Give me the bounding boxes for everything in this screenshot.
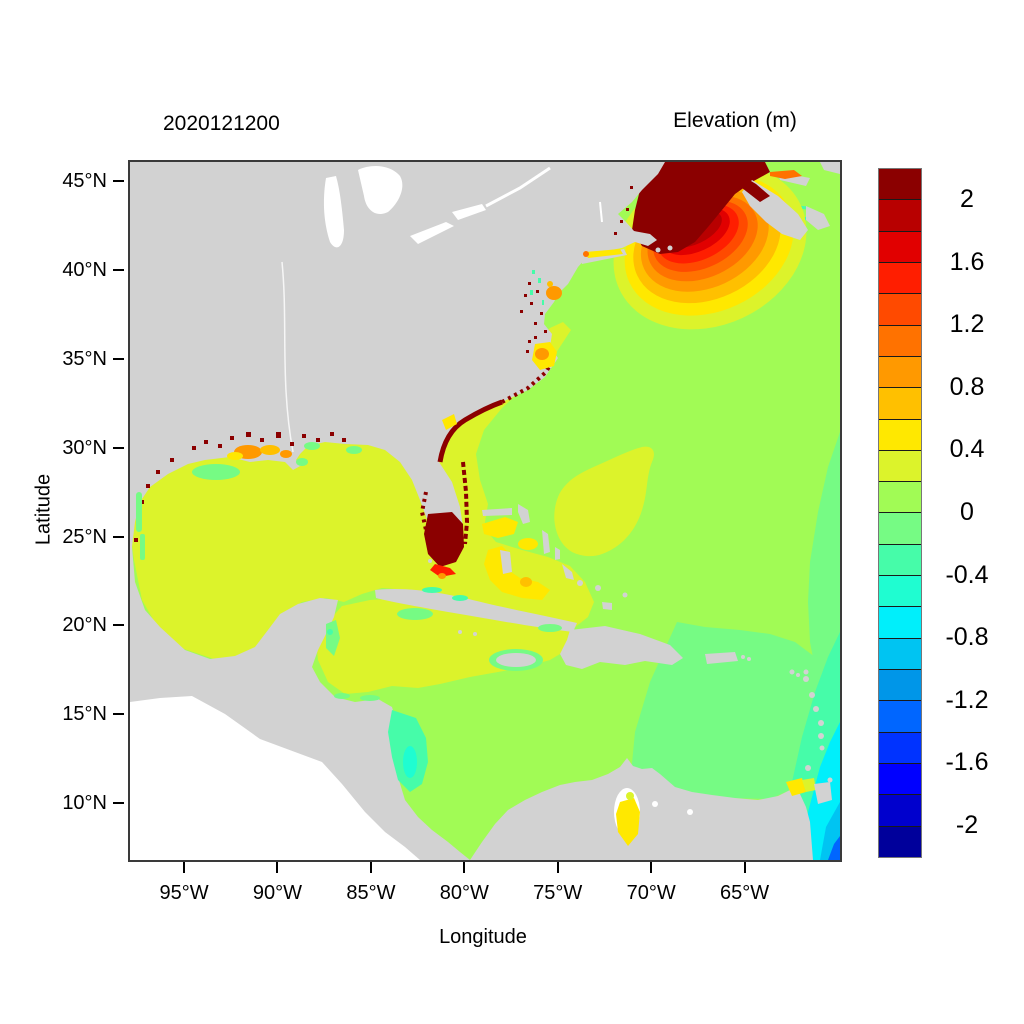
colorbar-cell — [879, 731, 921, 763]
map-feature-southeast-coast-flooding — [437, 357, 556, 463]
colorbar-tick-label: 0.8 — [949, 372, 985, 401]
colorbar-cell — [879, 825, 921, 857]
y-tick-mark — [113, 446, 124, 449]
map-feature-gulf-of-maine-core — [632, 162, 770, 254]
x-tick-mark — [743, 862, 746, 873]
map-feature-chesapeake-delaware — [520, 270, 562, 333]
x-tick-label: 90°W — [252, 882, 303, 904]
colorbar-tick-label: -1.2 — [945, 685, 989, 714]
map-region-atlantic-patch — [554, 446, 654, 557]
y-tick-label: 20°N — [62, 614, 107, 637]
x-tick-mark — [650, 862, 653, 873]
colorbar-tick-label: -1.6 — [945, 748, 989, 777]
colorbar-cell — [879, 512, 921, 544]
colorbar-tick-label: 2 — [960, 185, 974, 214]
colorbar-cell — [879, 230, 921, 262]
map-feature-long-island-sound — [583, 249, 623, 258]
x-tick-mark — [183, 862, 186, 873]
colorbar-cell — [879, 575, 921, 607]
map-land-caribbean-islands — [375, 504, 833, 783]
map-feature-cuba-shelf — [397, 587, 562, 632]
x-tick-mark — [463, 862, 466, 873]
colorbar-cell — [879, 543, 921, 576]
map-river-mississippi — [281, 261, 294, 453]
y-tick-label: 15°N — [62, 703, 107, 726]
colorbar-cell — [879, 387, 921, 419]
colorbar-cell — [879, 449, 921, 482]
colorbar-cell — [879, 606, 921, 638]
colorbar-cell — [879, 762, 921, 795]
colorbar-cell — [879, 481, 921, 513]
y-tick-mark — [113, 180, 124, 183]
colorbar-tick-label: 0 — [960, 498, 974, 526]
y-tick-label: 40°N — [62, 259, 107, 282]
map-feature-belize-honduras-shelf — [326, 620, 380, 701]
map-feature-south-florida-surge — [419, 461, 470, 579]
x-tick-label: 65°W — [720, 882, 770, 904]
y-tick-label: 10°N — [62, 791, 107, 814]
y-tick-mark — [113, 713, 124, 716]
colorbar-tick-label: -0.8 — [945, 623, 989, 652]
map-feature-bay-of-fundy — [695, 162, 802, 202]
map-great-lakes — [323, 166, 603, 248]
map-pacific-ocean-nodata — [130, 696, 420, 860]
x-axis-title: Longitude — [439, 926, 527, 948]
y-tick-label: 25°N — [62, 525, 107, 548]
x-tick-label: 85°W — [346, 882, 396, 904]
colorbar-cell — [879, 199, 921, 231]
colorbar-cell — [879, 637, 921, 669]
colorbar-cell — [879, 324, 921, 356]
map-region-bahama-banks — [482, 517, 550, 600]
colorbar-tick-label: 1.2 — [949, 310, 985, 339]
x-tick-mark — [369, 862, 372, 873]
colorbar-cell — [879, 669, 921, 701]
colorbar-cell — [879, 169, 921, 200]
colorbar-tick-label: 1.6 — [949, 247, 985, 276]
y-tick-mark — [113, 269, 124, 272]
map-feature-maracaibo-trinidad — [616, 778, 832, 846]
y-tick-mark — [113, 801, 124, 804]
map-feature-maine-coast-specks — [614, 186, 641, 235]
colorbar — [878, 168, 922, 858]
colorbar-cell — [879, 418, 921, 450]
x-tick-label: 75°W — [533, 882, 583, 904]
y-tick-mark — [113, 624, 124, 627]
x-tick-mark — [276, 862, 279, 873]
colorbar-tick-label: -0.4 — [945, 560, 989, 589]
map-feature-pamlico-sound — [526, 336, 557, 370]
colorbar-cell — [879, 700, 921, 732]
y-tick-label: 30°N — [62, 436, 107, 459]
colorbar-cell — [879, 794, 921, 826]
x-tick-label: 70°W — [626, 882, 676, 904]
map-plot-area — [128, 160, 842, 862]
colorbar-cell — [879, 355, 921, 388]
colorbar-cell — [879, 261, 921, 294]
timestamp-title: 2020121200 — [163, 112, 280, 135]
map-feature-nicaragua-coast — [388, 710, 428, 792]
x-tick-label: 95°W — [159, 882, 209, 904]
y-tick-mark — [113, 535, 124, 538]
map-feature-gulf-coast-flooding — [134, 432, 362, 560]
x-tick-label: 80°W — [439, 882, 489, 904]
y-tick-label: 45°N — [62, 170, 107, 193]
y-tick-mark — [113, 357, 124, 360]
y-tick-label: 35°N — [62, 347, 107, 370]
x-tick-mark — [556, 862, 559, 873]
colorbar-tick-label: -2 — [955, 810, 979, 839]
colorbar-tick-label: 0.4 — [949, 435, 985, 464]
elevation-map — [130, 162, 840, 860]
colorbar-cell — [879, 293, 921, 325]
y-axis-title: Latitude — [32, 473, 55, 546]
colorbar-title: Elevation (m) — [673, 109, 797, 132]
